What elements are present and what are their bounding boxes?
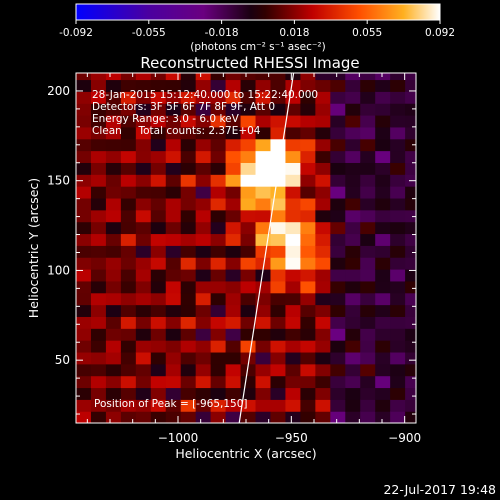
- y-axis-ticks: 50 100 150 200: [47, 72, 416, 415]
- colorbar-ticks: -0.092 -0.055 -0.018 0.018 0.055 0.092: [59, 20, 455, 39]
- chart-title: Reconstructed RHESSI Image: [140, 54, 359, 72]
- colorbar-tick-label: -0.055: [132, 27, 166, 39]
- colorbar-gradient: [75, 3, 441, 21]
- colorbar-tick-label: -0.092: [59, 27, 93, 39]
- colorbar-tick-label: 0.092: [425, 27, 455, 39]
- info-annotations: 28-Jan-2015 15:12:40.000 to 15:22:40.000…: [92, 89, 318, 410]
- y-tick-label: 200: [47, 84, 70, 98]
- colorbar-tick-label: 0.055: [352, 27, 382, 39]
- footer-timestamp: 22-Jul-2017 19:48: [383, 482, 496, 497]
- colorbar-label: (photons cm⁻² s⁻¹ asec⁻²): [190, 41, 325, 53]
- y-tick-label: 150: [47, 174, 70, 188]
- colorbar-tick-label: -0.018: [205, 27, 239, 39]
- x-tick-label: −1000: [158, 431, 199, 445]
- annotation-time-range: 28-Jan-2015 15:12:40.000 to 15:22:40.000: [92, 89, 318, 101]
- x-axis-label: Heliocentric X (arcsec): [175, 446, 316, 461]
- annotation-clean: Clean Total counts: 2.37E+04: [92, 125, 261, 137]
- annotation-peak-position: Position of Peak = [-965,150]: [94, 398, 248, 410]
- x-tick-label: −900: [388, 431, 421, 445]
- annotation-detectors: Detectors: 3F 5F 6F 7F 8F 9F, Att 0: [92, 101, 275, 113]
- colorbar: -0.092 -0.055 -0.018 0.018 0.055 0.092 (photo…: [59, 3, 455, 53]
- limb-line: [238, 73, 295, 423]
- colorbar-tick-label: 0.018: [279, 27, 309, 39]
- y-axis-label: Heliocentric Y (arcsec): [26, 178, 41, 318]
- y-tick-label: 50: [55, 353, 70, 367]
- x-axis-ticks: −1000 −950 −900: [86, 73, 421, 445]
- heatmap-image: [76, 73, 416, 423]
- annotation-energy: Energy Range: 3.0 - 6.0 keV: [92, 113, 240, 125]
- y-tick-label: 100: [47, 263, 70, 277]
- x-tick-label: −950: [275, 431, 308, 445]
